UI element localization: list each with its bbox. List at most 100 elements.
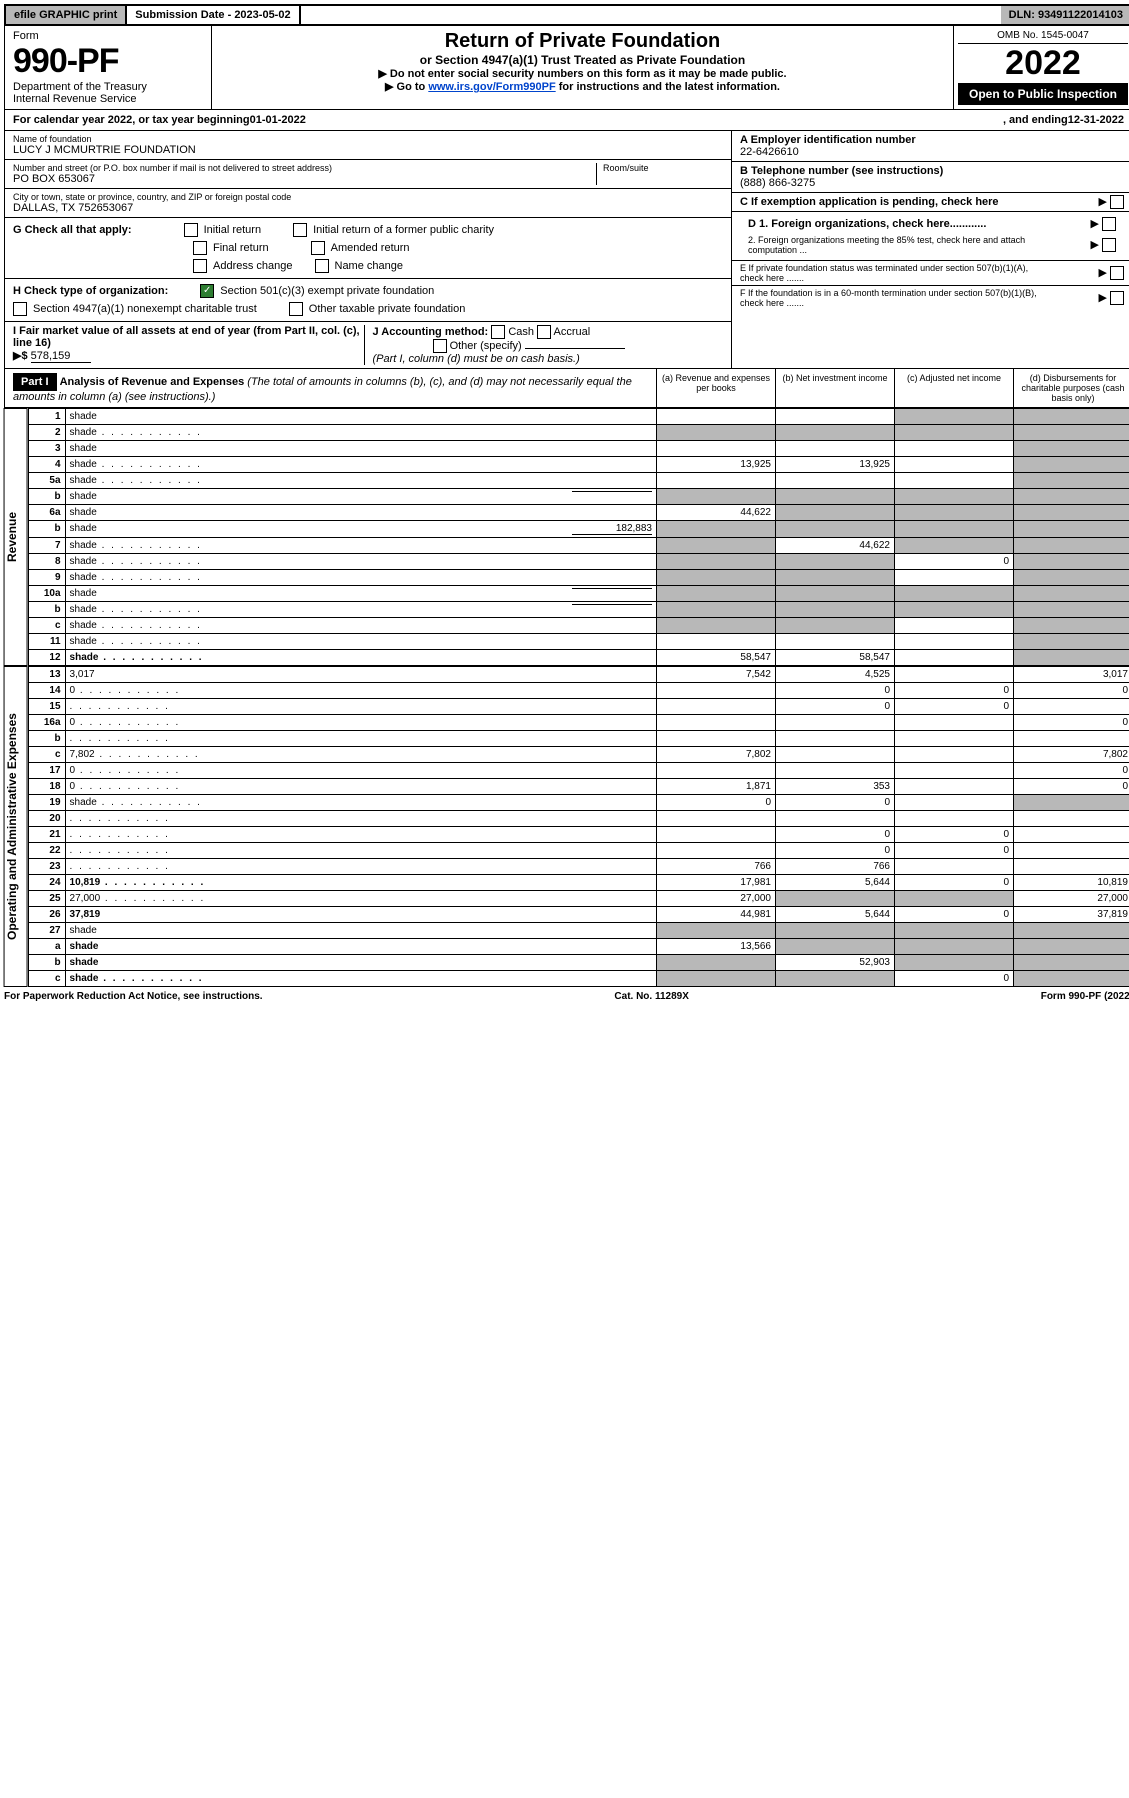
table-row: 140000 xyxy=(28,683,1129,699)
dln: DLN: 93491122014103 xyxy=(1001,6,1129,24)
header-center: Return of Private Foundation or Section … xyxy=(212,26,953,109)
year-begin: 01-01-2022 xyxy=(250,114,306,126)
501c3-checkbox[interactable] xyxy=(200,284,214,298)
part1-title: Analysis of Revenue and Expenses xyxy=(60,376,245,388)
phone-label: B Telephone number (see instructions) xyxy=(740,165,1124,177)
addr-label: Number and street (or P.O. box number if… xyxy=(13,163,596,173)
city-label: City or town, state or province, country… xyxy=(13,192,723,202)
table-row: 11shade xyxy=(28,634,1129,650)
table-row: cshade0 xyxy=(28,971,1129,987)
foundation-address: PO BOX 653067 xyxy=(13,173,596,185)
ssn-warning: ▶ Do not enter social security numbers o… xyxy=(220,67,945,80)
foundation-city: DALLAS, TX 752653067 xyxy=(13,202,723,214)
form-ref: Form 990-PF (2022) xyxy=(1041,991,1129,1002)
accrual-checkbox[interactable] xyxy=(537,325,551,339)
col-d-header: (d) Disbursements for charitable purpose… xyxy=(1013,369,1129,407)
table-row: bshade xyxy=(28,489,1129,505)
col-c-header: (c) Adjusted net income xyxy=(894,369,1013,407)
table-row: 2shade xyxy=(28,425,1129,441)
form-number: 990-PF xyxy=(13,42,203,81)
submission-date: Submission Date - 2023-05-02 xyxy=(127,6,300,24)
paperwork-notice: For Paperwork Reduction Act Notice, see … xyxy=(4,991,263,1002)
table-row: 10ashade xyxy=(28,586,1129,602)
table-row: 3shade xyxy=(28,441,1129,457)
table-row: 2637,81944,9815,644037,819 xyxy=(28,907,1129,923)
table-row: 2410,81917,9815,644010,819 xyxy=(28,875,1129,891)
name-change-checkbox[interactable] xyxy=(315,259,329,273)
phone-value: (888) 866-3275 xyxy=(740,177,1124,189)
d2-label: 2. Foreign organizations meeting the 85%… xyxy=(748,235,1048,255)
revenue-section: Revenue 1shade2shade3shade4shade13,92513… xyxy=(4,408,1129,666)
i-label: I Fair market value of all assets at end… xyxy=(13,325,360,349)
table-row: 2200 xyxy=(28,843,1129,859)
table-row: 1500 xyxy=(28,699,1129,715)
4947-checkbox[interactable] xyxy=(13,302,27,316)
other-taxable-checkbox[interactable] xyxy=(289,302,303,316)
tax-year: 2022 xyxy=(958,44,1128,83)
amended-return-checkbox[interactable] xyxy=(311,241,325,255)
j-label: J Accounting method: xyxy=(373,326,489,338)
table-row: 16a00 xyxy=(28,715,1129,731)
foreign-org-checkbox[interactable] xyxy=(1102,217,1116,231)
expenses-table: 133,0177,5424,5253,017140000150016a00bc7… xyxy=(28,666,1129,987)
entity-info: Name of foundation LUCY J MCMURTRIE FOUN… xyxy=(4,131,1129,369)
table-row: 7shade44,622 xyxy=(28,538,1129,554)
form-url-link[interactable]: www.irs.gov/Form990PF xyxy=(428,81,555,93)
form-header: Form 990-PF Department of the Treasury I… xyxy=(4,26,1129,110)
fmv-value: 578,159 xyxy=(31,350,91,363)
exemption-pending-checkbox[interactable] xyxy=(1110,195,1124,209)
table-row: bshade182,883 xyxy=(28,521,1129,538)
efile-bar: efile GRAPHIC print Submission Date - 20… xyxy=(4,4,1129,26)
expenses-side-label: Operating and Administrative Expenses xyxy=(4,666,28,987)
table-row: 27shade xyxy=(28,923,1129,939)
table-row: 133,0177,5424,5253,017 xyxy=(28,667,1129,683)
table-row: 19shade00 xyxy=(28,795,1129,811)
g-label: G Check all that apply: xyxy=(13,224,132,236)
h-label: H Check type of organization: xyxy=(13,285,168,297)
foundation-name: LUCY J MCMURTRIE FOUNDATION xyxy=(13,144,723,156)
table-row: 23766766 xyxy=(28,859,1129,875)
table-row: 5ashade xyxy=(28,473,1129,489)
form-title: Return of Private Foundation xyxy=(220,30,945,53)
table-row: cshade xyxy=(28,618,1129,634)
table-row: c7,8027,8027,802 xyxy=(28,747,1129,763)
60-month-checkbox[interactable] xyxy=(1110,291,1124,305)
table-row: 2527,00027,00027,000 xyxy=(28,891,1129,907)
status-terminated-checkbox[interactable] xyxy=(1110,266,1124,280)
table-row: 1shade xyxy=(28,409,1129,425)
name-label: Name of foundation xyxy=(13,134,723,144)
foreign-85-checkbox[interactable] xyxy=(1102,238,1116,252)
table-row: b xyxy=(28,731,1129,747)
calendar-year-row: For calendar year 2022, or tax year begi… xyxy=(4,110,1129,131)
table-row: ashade13,566 xyxy=(28,939,1129,955)
table-row: bshade52,903 xyxy=(28,955,1129,971)
col-a-header: (a) Revenue and expenses per books xyxy=(656,369,775,407)
initial-former-checkbox[interactable] xyxy=(293,223,307,237)
irs-label: Internal Revenue Service xyxy=(13,93,203,105)
part1-header-row: Part I Analysis of Revenue and Expenses … xyxy=(4,369,1129,408)
room-label: Room/suite xyxy=(603,163,723,173)
dept-treasury: Department of the Treasury xyxy=(13,81,203,93)
expenses-section: Operating and Administrative Expenses 13… xyxy=(4,666,1129,987)
cash-checkbox[interactable] xyxy=(491,325,505,339)
form-word: Form xyxy=(13,30,203,42)
table-row: 4shade13,92513,925 xyxy=(28,457,1129,473)
table-row: 8shade0 xyxy=(28,554,1129,570)
initial-return-checkbox[interactable] xyxy=(184,223,198,237)
goto-line: ▶ Go to www.irs.gov/Form990PF for instru… xyxy=(220,80,945,93)
table-row: 12shade58,54758,547 xyxy=(28,650,1129,666)
j-note: (Part I, column (d) must be on cash basi… xyxy=(373,353,580,365)
table-row: 9shade xyxy=(28,570,1129,586)
ein-label: A Employer identification number xyxy=(740,134,1124,146)
revenue-table: 1shade2shade3shade4shade13,92513,9255ash… xyxy=(28,408,1129,666)
header-left: Form 990-PF Department of the Treasury I… xyxy=(5,26,212,109)
table-row: 20 xyxy=(28,811,1129,827)
table-row: 2100 xyxy=(28,827,1129,843)
final-return-checkbox[interactable] xyxy=(193,241,207,255)
address-change-checkbox[interactable] xyxy=(193,259,207,273)
other-method-checkbox[interactable] xyxy=(433,339,447,353)
open-public: Open to Public Inspection xyxy=(958,83,1128,105)
year-end: 12-31-2022 xyxy=(1068,114,1124,126)
e-label: E If private foundation status was termi… xyxy=(740,263,1040,283)
ein-value: 22-6426610 xyxy=(740,146,1124,158)
